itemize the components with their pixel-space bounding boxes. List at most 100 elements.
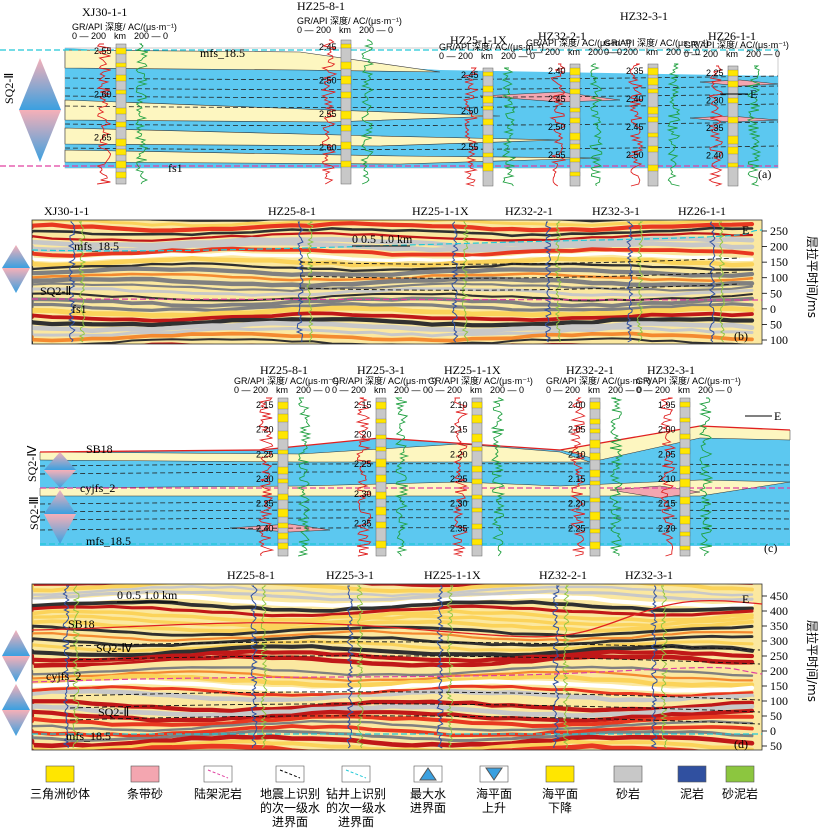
- seismic-reflector: [32, 296, 754, 308]
- sand-bed: [647, 116, 659, 123]
- ac-curve: [394, 397, 410, 557]
- sand-bed: [482, 162, 494, 172]
- curve-header: GR/API 深度/ AC/(μs·m⁻¹): [332, 375, 437, 386]
- well-markers-b: [67, 221, 726, 343]
- well-trace: [436, 585, 444, 749]
- panel-d: SB18 SQ2-Ⅳ cyjfs_2 SQ2-Ⅱ mfs_18.5 0 0.5 …: [2, 583, 820, 753]
- legend-label: 钻井上识别: [326, 786, 386, 801]
- sb-label-d: SB18: [68, 617, 95, 631]
- seismic-reflector: [32, 665, 754, 677]
- well-trace: [636, 221, 644, 343]
- lith-column: [471, 397, 483, 557]
- sand-bed: [569, 88, 581, 95]
- sand-bed: [727, 97, 739, 104]
- well-name-c: HZ32-2-1: [566, 363, 614, 377]
- seismic-reflector: [146, 220, 680, 223]
- legend-label: 砂泥岩: [722, 786, 758, 801]
- seismic-reflector: [32, 316, 755, 328]
- seismic-reflector: [32, 276, 755, 289]
- depth-label: 2.50: [319, 76, 337, 86]
- sand-bed: [340, 61, 352, 70]
- ac-curve: [746, 65, 762, 187]
- seismic-reflector: [32, 240, 755, 253]
- well-trace: [461, 221, 469, 343]
- scale-mid: km: [568, 47, 580, 57]
- depth-label: 2.20: [658, 523, 676, 533]
- sand-bed: [647, 88, 659, 94]
- legend-swatch: [725, 765, 755, 783]
- east-arrow-b: E: [742, 223, 749, 237]
- sand-bed: [471, 523, 483, 530]
- sand-bed: [727, 80, 739, 88]
- sand-bed: [375, 506, 387, 516]
- depth-label: 2.25: [354, 459, 372, 469]
- legend-item-mud: 泥岩: [677, 765, 707, 801]
- axis-tick-label: 50: [770, 286, 782, 300]
- legend-label: 地震上识别: [260, 787, 320, 801]
- mfs-label-d: mfs_18.5: [66, 729, 111, 743]
- legend-label: 最大水: [410, 787, 446, 801]
- sand-bed: [482, 71, 494, 77]
- sand-bed: [569, 157, 581, 163]
- scale-right: 200 — 0: [666, 47, 700, 57]
- sand-bed: [277, 430, 289, 440]
- seismic-reflector: [32, 255, 755, 268]
- sand-bed: [115, 138, 127, 147]
- axis-tick-label: 300: [770, 634, 788, 648]
- seismic-reflector: [32, 719, 754, 733]
- lith-column: [569, 63, 581, 187]
- sand-bed: [375, 521, 387, 529]
- scale-right: 200 — 0: [746, 49, 780, 59]
- dashed-surface: [64, 121, 779, 126]
- sb18-horizon-d: [31, 599, 763, 638]
- sand-bed: [679, 417, 691, 423]
- depth-label: 2.35: [354, 518, 372, 528]
- panel-d-label: (d): [734, 737, 748, 751]
- well-trace: [649, 585, 659, 749]
- sand-bed: [115, 74, 127, 82]
- well-name-c: HZ25-1-1X: [444, 363, 501, 377]
- seismic-reflector: [32, 739, 754, 750]
- depth-label: 2.60: [319, 143, 337, 153]
- axis-tick-label: 250: [770, 649, 788, 663]
- seismic-reflector: [32, 331, 754, 343]
- sand-bed: [482, 95, 494, 104]
- sand-bed: [569, 67, 581, 76]
- sand-bed: [375, 446, 387, 452]
- depth-label: 2.35: [450, 523, 468, 533]
- gr-curve: [96, 43, 112, 185]
- ac-curve: [360, 39, 374, 185]
- seismic-reflector: [32, 266, 755, 278]
- well-trace: [295, 221, 305, 343]
- depth-label: 2.45: [319, 42, 337, 52]
- seismic-reflector: [32, 614, 754, 628]
- sand-bed: [569, 143, 581, 150]
- gr-curve: [627, 63, 644, 187]
- legend-label: 的次一级水: [260, 800, 320, 815]
- well-trace: [708, 221, 716, 343]
- sand-bed: [589, 511, 601, 521]
- ac-curve: [296, 397, 312, 557]
- well-name-a: HZ32-2-1: [538, 29, 586, 43]
- sand-bed: [647, 145, 659, 153]
- seismic-reflector: [32, 305, 755, 318]
- rise-triangle-c: [44, 452, 76, 470]
- legend-item-sandmud: 砂泥岩: [722, 765, 758, 801]
- depth-label: 2.05: [568, 425, 586, 435]
- depth-label: 2.35: [706, 123, 724, 133]
- sand-bed: [589, 528, 601, 534]
- well-name-d: HZ25-3-1: [326, 568, 374, 582]
- seismic-reflector: [32, 311, 754, 323]
- scale-mid: km: [276, 385, 288, 395]
- depth-label: 2.20: [450, 449, 468, 459]
- sand-bed: [375, 458, 387, 468]
- ac-curve: [589, 63, 603, 187]
- axis-tick-label: 50: [770, 317, 782, 331]
- east-arrow-d: E: [742, 592, 749, 606]
- legend-label: 泥岩: [680, 786, 704, 801]
- east-arrow-a: E: [750, 87, 757, 101]
- sand-bed: [589, 497, 601, 503]
- gr-curve: [320, 39, 338, 185]
- sand-bed: [727, 135, 739, 145]
